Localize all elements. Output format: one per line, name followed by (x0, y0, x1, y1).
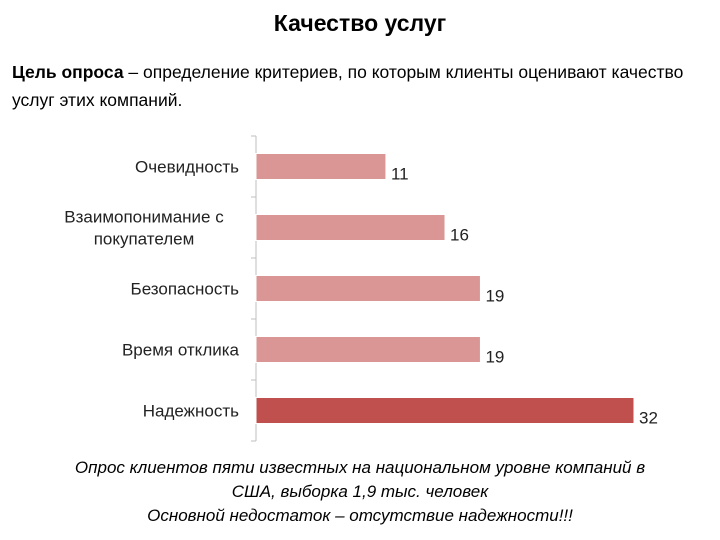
footer-line: Основной недостаток – отсутствие надежно… (147, 506, 573, 525)
footer-note: Опрос клиентов пяти известных на национа… (0, 456, 720, 528)
bar (255, 214, 446, 241)
bar (255, 153, 387, 180)
category-label: Взаимопонимание с покупателем (64, 208, 224, 249)
category-label: Время отклика (122, 341, 240, 360)
data-label: 19 (485, 287, 504, 306)
survey-goal-text: Цель опроса – определение критериев, по … (12, 58, 712, 114)
footer-line: Опрос клиентов пяти известных на национа… (74, 458, 646, 477)
data-label: 19 (485, 348, 504, 367)
category-label: Безопасность (131, 280, 240, 299)
survey-goal-description: – определение критериев, по которым клие… (12, 62, 684, 110)
footer-line: США, выборка 1,9 тыс. человек (231, 482, 489, 501)
bar (255, 275, 481, 302)
data-label: 16 (450, 226, 469, 245)
page-title: Качество услуг (273, 10, 447, 36)
category-label: Очевидность (135, 158, 239, 177)
category-label: Надежность (143, 402, 239, 421)
data-label: 32 (639, 409, 658, 428)
bar (255, 397, 635, 424)
survey-goal-label: Цель опроса (12, 62, 124, 82)
bar (255, 336, 481, 363)
data-label: 11 (391, 165, 409, 184)
